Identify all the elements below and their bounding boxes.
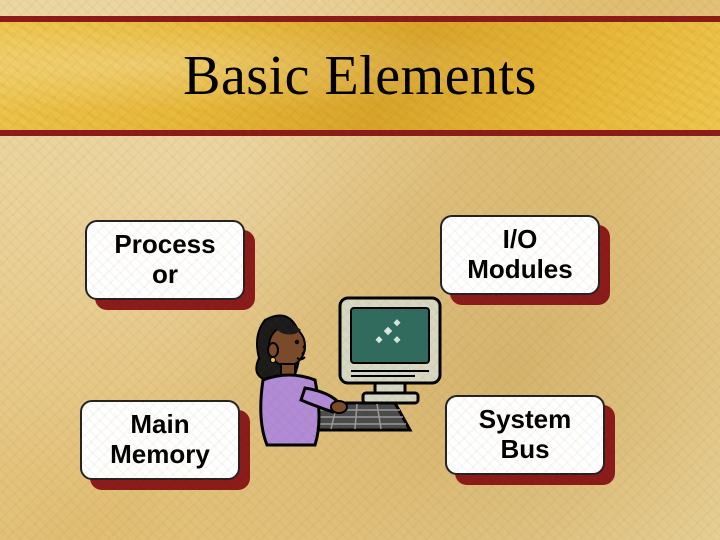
slide-root: Basic Elements Processor I/OModules Main… xyxy=(0,0,720,540)
slide-title: Basic Elements xyxy=(183,44,537,108)
card-io-modules: I/OModules xyxy=(440,215,600,295)
card-processor: Processor xyxy=(85,220,245,300)
card-label: Processor xyxy=(114,230,215,290)
card-label: MainMemory xyxy=(110,410,210,470)
title-band: Basic Elements xyxy=(0,16,720,136)
card-main-memory: MainMemory xyxy=(80,400,240,480)
card-system-bus: SystemBus xyxy=(445,395,605,475)
card-label: SystemBus xyxy=(479,405,572,465)
illustration-svg xyxy=(245,280,455,455)
card-label: I/OModules xyxy=(467,225,572,285)
person-at-computer-icon xyxy=(245,280,455,455)
